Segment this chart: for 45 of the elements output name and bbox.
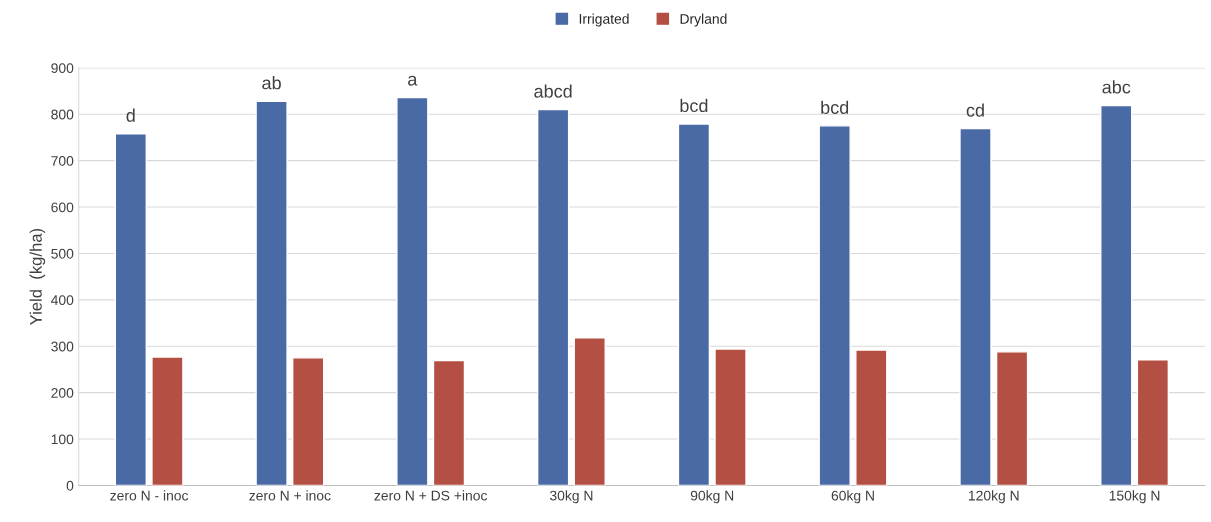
bar xyxy=(855,349,888,486)
bar xyxy=(677,123,711,486)
y-tick-label: 100 xyxy=(51,434,74,445)
y-tick-label: 500 xyxy=(51,248,74,259)
y-tick-label: 800 xyxy=(51,109,74,120)
legend-label: Dryland xyxy=(680,13,727,27)
bar xyxy=(573,337,606,486)
legend-label: Irrigated xyxy=(579,13,629,27)
annotation: ab xyxy=(262,76,281,90)
x-tick-label: zero N + inoc xyxy=(249,490,331,501)
bar xyxy=(995,351,1029,486)
y-axis-title: Yield (kg/ha) xyxy=(29,228,46,326)
x-tick-label: 150kg N xyxy=(1109,490,1160,504)
bar xyxy=(536,108,570,486)
annotation: abcd xyxy=(534,84,572,98)
bar xyxy=(1136,359,1170,486)
y-tick-label: 600 xyxy=(51,202,74,213)
annotation: bcd xyxy=(821,100,849,114)
x-tick-label: 120kg N xyxy=(968,490,1019,504)
bar xyxy=(292,357,325,486)
bar xyxy=(959,127,992,486)
bar xyxy=(396,96,429,486)
annotation: bcd xyxy=(680,98,708,113)
x-tick-label: zero N - inoc xyxy=(110,490,189,501)
y-tick-label: 700 xyxy=(51,155,74,166)
y-tick-label: 400 xyxy=(51,295,74,306)
annotation: cd xyxy=(966,103,984,117)
y-tick-label: 200 xyxy=(51,387,74,398)
x-tick-label: zero N + DS +inoc xyxy=(374,490,488,501)
x-tick-label: 30kg N xyxy=(549,490,593,504)
bar xyxy=(255,100,288,486)
bar xyxy=(818,125,851,486)
bar xyxy=(1100,104,1133,486)
y-tick-label: 0 xyxy=(66,480,74,491)
x-tick-label: 90kg N xyxy=(690,490,734,504)
annotation: abc xyxy=(1102,80,1131,94)
y-tick-label: 300 xyxy=(51,341,74,352)
annotation: a xyxy=(408,75,418,86)
y-tick-label: 900 xyxy=(51,63,74,74)
bar xyxy=(114,133,147,486)
annotation: d xyxy=(126,108,135,122)
bar xyxy=(151,356,184,486)
bar xyxy=(714,348,747,486)
bar xyxy=(432,359,466,486)
x-tick-label: 60kg N xyxy=(831,490,874,504)
